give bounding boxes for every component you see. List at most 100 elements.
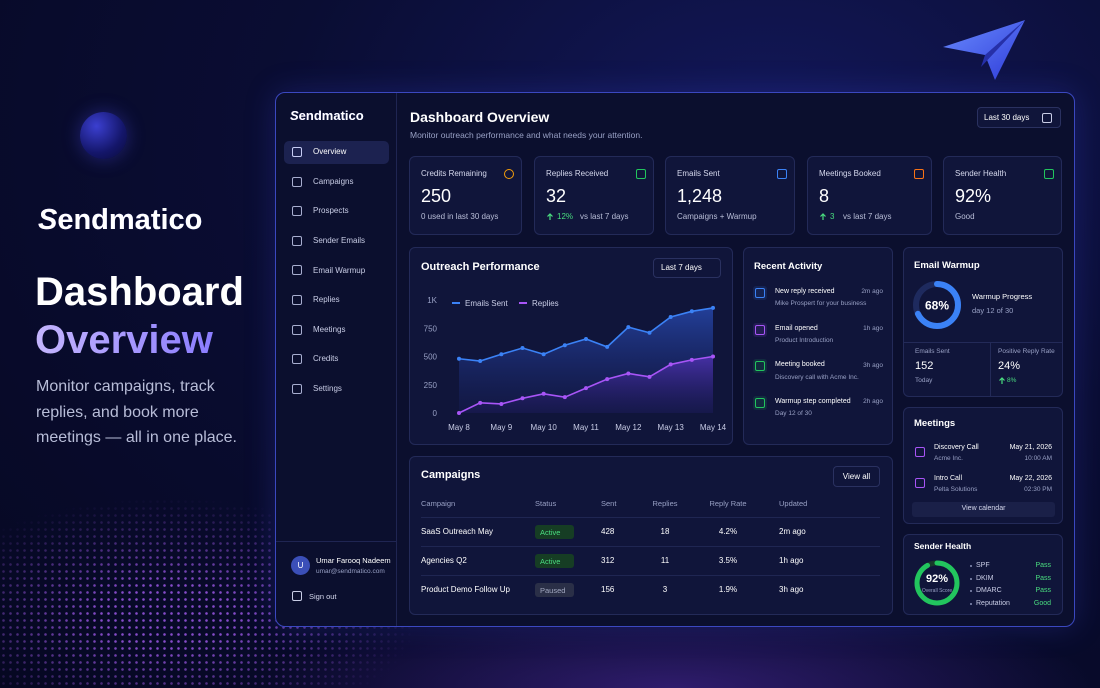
hero-title: Dashboard: [35, 270, 244, 314]
nav-item[interactable]: Settings: [313, 384, 342, 393]
sidebar-divider: [396, 93, 397, 626]
stat-label: Emails Sent: [677, 169, 720, 179]
check-status: Pass: [1035, 561, 1051, 569]
up-arrow: [999, 377, 1005, 384]
nav-item[interactable]: Email Warmup: [313, 265, 366, 275]
status-label: Paused: [540, 585, 566, 595]
meeting-date: May 21, 2026: [1009, 443, 1052, 451]
stat-label: Sender Health: [955, 169, 1007, 179]
nav-item[interactable]: Sender Emails: [313, 236, 366, 245]
stat-note: Good: [955, 212, 975, 222]
stat-note: Campaigns + Warmup: [677, 212, 757, 222]
activity-detail: Mike Prospert for your business: [775, 300, 867, 308]
meeting-title: Intro Call: [934, 474, 963, 482]
check-status: Good: [1033, 599, 1051, 607]
warmup-stat-label: Emails Sent: [915, 348, 950, 356]
check-dot: [970, 577, 972, 580]
stat-label: Meetings Booked: [819, 169, 881, 179]
arrow-path: [547, 213, 553, 220]
warmup-divider: [904, 342, 1062, 343]
nav-item[interactable]: Replies: [313, 295, 340, 305]
column-header: Reply Rate: [709, 498, 747, 508]
avatar-initial: U: [297, 560, 304, 570]
activity-time: 2h ago: [863, 398, 883, 406]
nav-item[interactable]: Prospects: [313, 206, 349, 216]
activity-icon-bg: [753, 322, 767, 337]
nav-icon: [292, 235, 302, 246]
nav-active-bg: [284, 141, 389, 164]
nav-icon: [292, 383, 302, 394]
check-name: DMARC: [976, 587, 1002, 595]
stat-change: 12%: [557, 212, 574, 222]
sign-out[interactable]: Sign out: [309, 591, 337, 601]
stat-card: [409, 156, 522, 235]
table-cell: Agencies Q2: [421, 556, 467, 566]
chart-range-button[interactable]: [653, 258, 721, 278]
up-arrow: [820, 213, 826, 220]
nav-item[interactable]: Meetings: [313, 324, 346, 334]
table-cell: 18: [660, 527, 670, 537]
nav-item[interactable]: Overview: [313, 147, 347, 157]
nav-item[interactable]: Credits: [313, 354, 339, 364]
stat-card: [943, 156, 1062, 235]
nav-icon: [292, 354, 302, 365]
check-dot: [970, 565, 972, 567]
row-divider: [421, 575, 880, 576]
user-name: Umar Farooq Nadeem: [316, 555, 391, 565]
meeting-company: Acme Inc.: [934, 455, 963, 463]
warmup-detail: day 12 of 30: [972, 305, 1014, 315]
health-title: Sender Health: [914, 540, 972, 551]
stat-note: vs last 7 days: [580, 212, 629, 222]
nav-icon: [292, 295, 302, 305]
activity-time: 2m ago: [861, 288, 883, 296]
campaigns-title: Campaigns: [421, 469, 481, 482]
warmup-stat-label: Positive Reply Rate: [998, 348, 1055, 356]
stat-card: [807, 156, 932, 235]
table-cell: 3: [662, 585, 668, 595]
campaigns-card: [409, 456, 893, 615]
activity-detail: Day 12 of 30: [775, 410, 812, 418]
table-cell: 312: [601, 556, 615, 566]
hero-title-accent: Overview: [35, 318, 213, 362]
check-status: Pass: [1035, 587, 1051, 595]
stat-icon: [636, 169, 646, 179]
stat-card: [665, 156, 795, 235]
plane-fold: [981, 20, 1025, 67]
hero-tagline: Monitor campaigns, track replies, and bo…: [36, 378, 237, 446]
column-header: Status: [535, 498, 557, 508]
activity-icon: [755, 398, 765, 409]
activity-title-text: Meeting booked: [775, 361, 825, 369]
meetings-title: Meetings: [914, 418, 956, 430]
user-email: umar@sendmatico.com: [316, 568, 385, 576]
check-name: Reputation: [976, 599, 1010, 607]
view-all-button[interactable]: [833, 466, 880, 487]
row-divider: [421, 517, 880, 518]
table-cell: 2m ago: [779, 527, 806, 537]
range-button[interactable]: [977, 107, 1061, 128]
activity-title: Recent Activity: [754, 261, 823, 273]
stat-label: Replies Received: [546, 169, 609, 179]
stat-label: Credits Remaining: [421, 169, 487, 179]
activity-card: [743, 247, 893, 445]
activity-title-text: New reply received: [775, 287, 835, 295]
view-all-label: View all: [842, 471, 871, 481]
activity-icon-bg: [753, 359, 767, 374]
table-cell: 4.2%: [718, 527, 738, 537]
nav-icon: [292, 265, 302, 276]
activity-time: 1h ago: [863, 324, 883, 332]
meeting-date: May 22, 2026: [1009, 474, 1052, 482]
calendar-button[interactable]: [912, 502, 1055, 517]
arrow-path: [820, 213, 826, 220]
warmup-stat-value: 152: [915, 360, 934, 373]
page-subtitle: Monitor outreach performance and what ne…: [410, 129, 643, 140]
column-header: Updated: [779, 498, 808, 508]
stat-value: 32: [546, 186, 567, 207]
table-cell: 3.5%: [718, 556, 738, 566]
stat-value: 8: [819, 186, 830, 207]
meeting-icon: [915, 447, 925, 457]
sphere: [80, 112, 127, 159]
check-name: SPF: [976, 561, 990, 569]
table-cell: 1.9%: [718, 585, 738, 595]
nav-item[interactable]: Campaigns: [313, 176, 354, 186]
stat-change: 3: [830, 212, 835, 222]
